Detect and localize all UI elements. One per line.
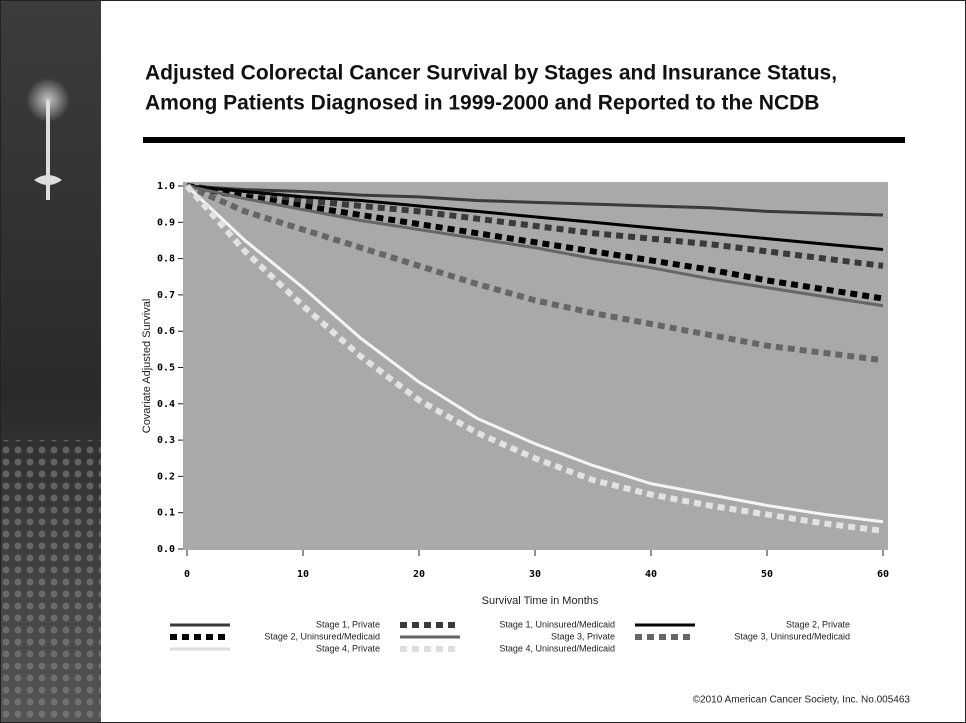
x-tick-label: 30 bbox=[529, 569, 541, 580]
plot-area bbox=[183, 182, 888, 550]
y-tick-label: 0.7 bbox=[157, 290, 175, 301]
x-tick-label: 40 bbox=[645, 569, 657, 580]
y-tick-label: 0.6 bbox=[157, 326, 175, 337]
footer: ©2010 American Cancer Society, Inc. No.0… bbox=[693, 695, 911, 706]
y-tick-label: 0.5 bbox=[157, 363, 175, 374]
legend-label: Stage 2, Uninsured/Medicaid bbox=[264, 631, 380, 641]
y-tick-label: 0.2 bbox=[157, 471, 175, 482]
series-line bbox=[186, 184, 884, 217]
legend-label: Stage 1, Uninsured/Medicaid bbox=[499, 619, 615, 629]
x-tick-label: 0 bbox=[184, 569, 190, 580]
title-line: Adjusted Colorectal Cancer Survival by S… bbox=[145, 62, 837, 85]
title-line: Among Patients Diagnosed in 1999-2000 an… bbox=[145, 92, 819, 115]
legend-label: Stage 4, Uninsured/Medicaid bbox=[499, 643, 615, 653]
x-axis-label: Survival Time in Months bbox=[482, 595, 599, 607]
x-tick-label: 20 bbox=[413, 569, 425, 580]
y-tick-label: 0.4 bbox=[157, 399, 175, 410]
y-tick-label: 0.9 bbox=[157, 217, 175, 228]
sidebar-dots bbox=[1, 440, 101, 722]
legend-label: Stage 3, Private bbox=[551, 631, 615, 641]
y-tick-label: 1.0 bbox=[157, 181, 175, 192]
series-line bbox=[186, 183, 884, 269]
y-tick-label: 0.1 bbox=[157, 508, 175, 519]
legend-label: Stage 4, Private bbox=[316, 643, 380, 653]
y-tick-label: 0.0 bbox=[157, 544, 175, 555]
series-line bbox=[186, 184, 884, 252]
x-tick-label: 60 bbox=[877, 569, 889, 580]
x-tick-label: 50 bbox=[761, 569, 773, 580]
logo bbox=[34, 100, 62, 200]
series-line bbox=[185, 183, 884, 364]
series-line bbox=[185, 184, 884, 524]
x-tick-label: 10 bbox=[297, 569, 309, 580]
legend-label: Stage 1, Private bbox=[316, 619, 380, 629]
series-line bbox=[186, 184, 884, 308]
title-rule bbox=[143, 137, 905, 143]
series-line bbox=[186, 183, 884, 302]
y-tick-label: 0.8 bbox=[157, 254, 175, 265]
y-tick-label: 0.3 bbox=[157, 435, 175, 446]
y-axis-label: Covariate Adjusted Survival bbox=[141, 299, 153, 434]
legend-label: Stage 3, Uninsured/Medicaid bbox=[734, 631, 850, 641]
series-line bbox=[184, 184, 884, 534]
legend-label: Stage 2, Private bbox=[786, 619, 850, 629]
